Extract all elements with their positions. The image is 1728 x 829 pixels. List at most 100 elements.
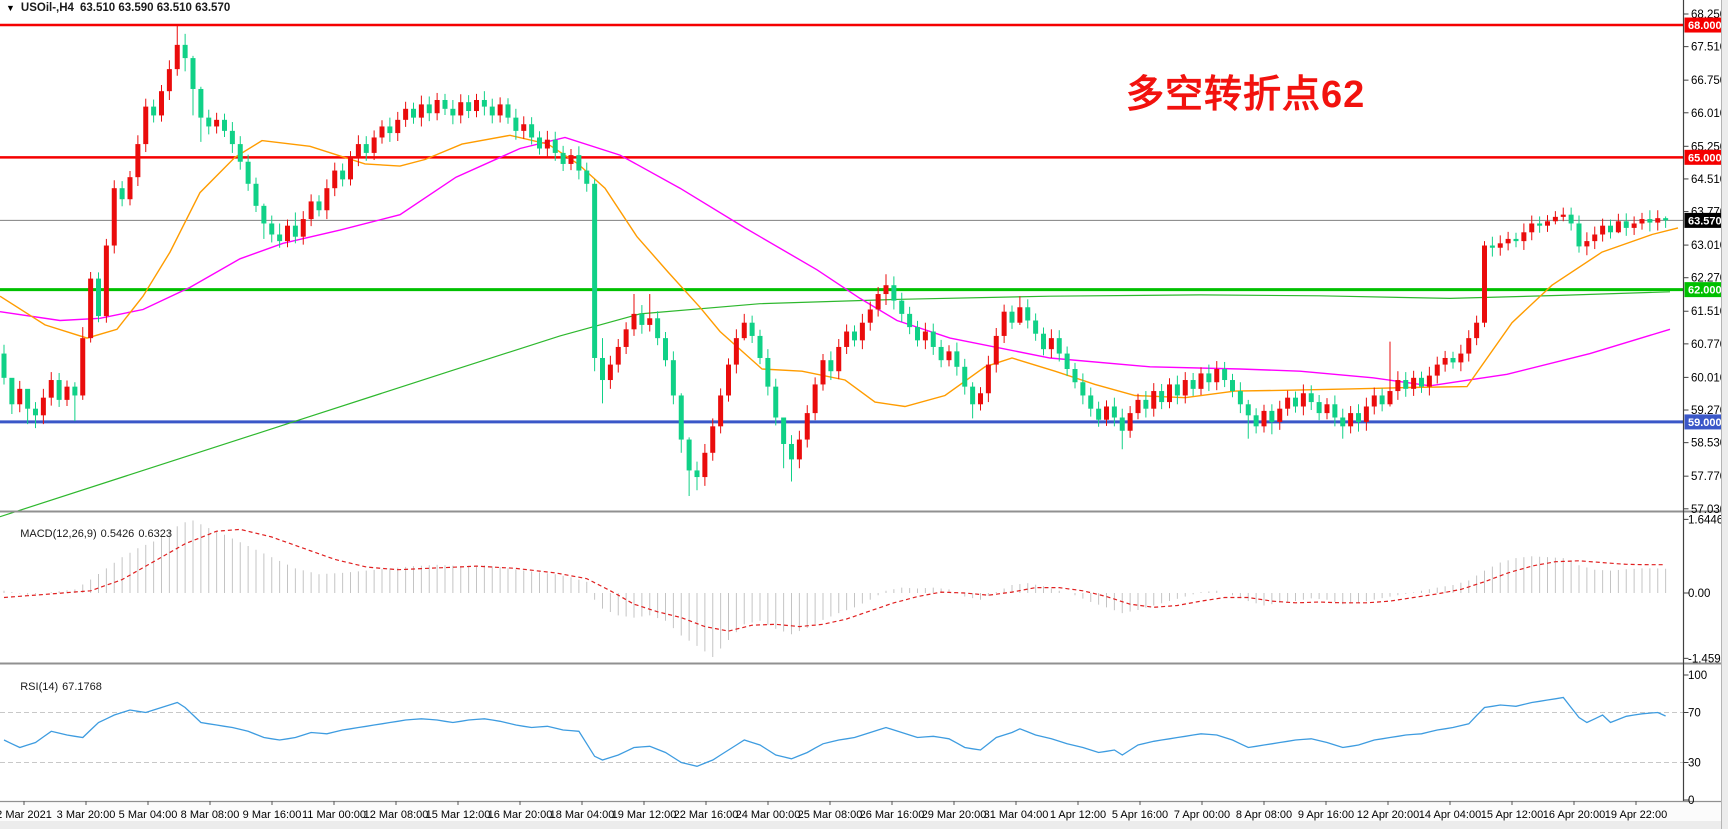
candle-body: [726, 364, 731, 396]
candle-body: [1222, 369, 1228, 381]
candle-body: [1269, 410, 1275, 422]
candle-body: [88, 278, 94, 339]
indicator-axes: 1.6446 0.00 -1.4594 100 70 30 0: [1683, 514, 1728, 807]
candle-body: [1174, 384, 1180, 396]
candle-body: [954, 351, 960, 367]
price-tick-label: 60.770: [1691, 339, 1726, 351]
candle-body: [1647, 219, 1653, 223]
candle-body: [261, 205, 267, 224]
candle-body: [1025, 307, 1031, 321]
candle-body: [103, 245, 109, 317]
rsi-panel[interactable]: [0, 696, 1684, 767]
date-tick-label: 9 Mar 16:00: [243, 809, 302, 821]
candle-body: [1151, 391, 1157, 409]
candle-body: [1356, 413, 1361, 422]
candle-body: [1064, 353, 1070, 370]
candle-body: [348, 157, 353, 180]
candle-body: [1277, 408, 1283, 422]
candle-body: [1474, 322, 1480, 339]
candle-body: [56, 380, 62, 400]
candle-body: [340, 170, 346, 180]
candle-body: [426, 104, 432, 114]
candle-body: [363, 144, 369, 153]
date-tick-label: 11 Mar 00:00: [302, 809, 366, 821]
candle-body: [1489, 245, 1495, 248]
date-tick-label: 16 Mar 20:00: [488, 809, 553, 821]
candle-body: [1048, 338, 1054, 350]
candle-body: [1119, 417, 1125, 431]
candle-body: [1135, 399, 1141, 414]
candle-body: [190, 58, 196, 89]
price-tick-label: 60.010: [1691, 372, 1726, 384]
date-tick-label: 22 Mar 16:00: [674, 809, 739, 821]
candle-body: [655, 318, 661, 339]
macd-signal-line: [3, 528, 1666, 632]
date-tick-label: 31 Mar 04:00: [984, 809, 1049, 821]
chevron-down-icon[interactable]: ▼: [6, 2, 15, 13]
candle-body: [1198, 373, 1204, 389]
candle-body: [1072, 369, 1078, 383]
candle-body: [970, 386, 976, 405]
price-badge: [1684, 17, 1728, 33]
candle-body: [1293, 397, 1298, 407]
candle-body: [222, 119, 227, 131]
candle-body: [757, 335, 763, 358]
candle-body: [206, 117, 212, 127]
candle-body: [442, 99, 448, 109]
price-badge: [1684, 282, 1728, 298]
price-tick-label: 59.270: [1691, 405, 1726, 417]
date-tick-label: 16 Apr 20:00: [1543, 809, 1605, 821]
candle-body: [718, 395, 724, 427]
macd-panel[interactable]: [3, 520, 1667, 658]
rsi-name: RSI(14): [20, 681, 59, 693]
candle-body: [521, 124, 527, 131]
date-axis[interactable]: 2 Mar 2021 3 Mar 20:00 5 Mar 04:00 8 Mar 08…: [0, 801, 1667, 821]
candle-body: [1426, 375, 1432, 387]
date-tick-label: 7 Apr 00:00: [1174, 809, 1230, 821]
candle-body: [135, 144, 141, 178]
candle-body: [852, 331, 857, 341]
ohlc-readout: 63.510 63.590 63.510 63.570: [79, 2, 231, 14]
candle-body: [1159, 391, 1165, 403]
date-tick-label: 19 Mar 12:00: [612, 809, 677, 821]
horizontal-levels[interactable]: [0, 23, 1684, 424]
candle-body: [1261, 410, 1267, 427]
price-badge: [1684, 212, 1728, 228]
candle-body: [1608, 225, 1613, 233]
candle-body: [1190, 380, 1196, 389]
rsi-line: [3, 696, 1666, 767]
candle-body: [702, 452, 708, 478]
candle-body: [119, 188, 125, 200]
candle-body: [875, 294, 881, 310]
candle-body: [182, 44, 188, 59]
candle-body: [1387, 391, 1393, 405]
candle-body: [237, 144, 243, 162]
candle-body: [1584, 241, 1590, 247]
candle-body: [907, 313, 913, 328]
candle-body: [1245, 404, 1251, 416]
candle-body: [127, 177, 133, 200]
candle-body: [1088, 395, 1094, 409]
candle-body: [1332, 404, 1338, 418]
candle-body: [710, 426, 716, 453]
candle-body: [72, 386, 78, 396]
candle-body: [544, 139, 550, 149]
candle-body: [741, 322, 747, 339]
candle-body: [584, 170, 590, 184]
price-badge-label: 68.000: [1688, 20, 1722, 32]
candle-body: [576, 155, 582, 171]
candle-body: [694, 470, 700, 478]
price-axis[interactable]: 68.25067.51066.75066.01065.25064.51063.7…: [1683, 9, 1728, 516]
candles[interactable]: [1, 25, 1669, 497]
candle-body: [670, 360, 676, 396]
macd-value: 0.5426: [100, 528, 135, 540]
candle-body: [1505, 238, 1511, 244]
candle-body: [946, 351, 952, 361]
candle-body: [1545, 221, 1550, 226]
price-tick-label: 64.510: [1691, 174, 1726, 186]
candle-body: [292, 225, 298, 237]
candle-body: [615, 346, 621, 365]
candle-body: [1631, 223, 1637, 228]
candle-body: [891, 285, 897, 301]
